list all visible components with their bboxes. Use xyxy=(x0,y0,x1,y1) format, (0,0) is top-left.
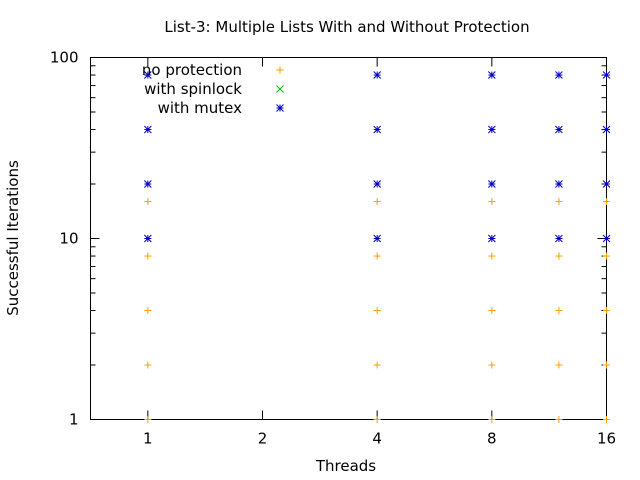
data-point xyxy=(374,181,381,188)
data-point xyxy=(603,253,610,260)
data-point xyxy=(144,235,151,242)
data-point xyxy=(603,181,610,188)
data-point xyxy=(603,235,610,242)
data-point xyxy=(555,235,562,242)
legend-label: with spinlock xyxy=(144,80,242,98)
data-point xyxy=(144,416,151,423)
legend-marker xyxy=(277,86,284,93)
data-points xyxy=(144,72,610,423)
data-point xyxy=(374,362,381,369)
data-point xyxy=(144,198,151,205)
data-point xyxy=(603,72,610,79)
data-point xyxy=(555,307,562,314)
x-tick-label: 16 xyxy=(597,430,616,448)
data-point xyxy=(488,416,495,423)
x-tick-label: 8 xyxy=(487,430,497,448)
data-point xyxy=(555,362,562,369)
data-point xyxy=(555,253,562,260)
data-point xyxy=(374,416,381,423)
data-point xyxy=(488,362,495,369)
y-tick-label: 10 xyxy=(59,230,78,248)
y-axis-label: Successful Iterations xyxy=(4,160,22,316)
data-point xyxy=(374,235,381,242)
y-tick-label: 100 xyxy=(50,49,79,67)
data-point xyxy=(603,416,610,423)
data-point xyxy=(555,72,562,79)
data-point xyxy=(374,307,381,314)
data-point xyxy=(488,235,495,242)
data-point xyxy=(603,198,610,205)
data-point xyxy=(144,307,151,314)
data-point xyxy=(144,253,151,260)
data-point xyxy=(488,198,495,205)
legend-label: with mutex xyxy=(158,99,243,117)
y-tick-label: 1 xyxy=(69,411,79,429)
data-point xyxy=(374,126,381,133)
data-point xyxy=(374,253,381,260)
tick-labels: 1 2 4 8 16 1 10 100 xyxy=(50,49,616,448)
x-tick-label: 4 xyxy=(372,430,382,448)
data-point xyxy=(555,198,562,205)
data-point xyxy=(374,72,381,79)
chart-title: List-3: Multiple Lists With and Without … xyxy=(164,18,529,36)
data-point xyxy=(555,416,562,423)
data-point xyxy=(488,307,495,314)
data-point xyxy=(488,72,495,79)
data-point xyxy=(603,126,610,133)
data-point xyxy=(603,307,610,314)
data-point xyxy=(488,253,495,260)
data-point xyxy=(555,181,562,188)
data-point xyxy=(374,198,381,205)
legend-label: no protection xyxy=(142,61,242,79)
data-point xyxy=(144,126,151,133)
legend-marker xyxy=(277,105,284,112)
data-point xyxy=(144,181,151,188)
data-point xyxy=(555,126,562,133)
data-point xyxy=(488,126,495,133)
data-point xyxy=(144,362,151,369)
data-point xyxy=(488,181,495,188)
x-tick-label: 2 xyxy=(258,430,268,448)
x-tick-label: 1 xyxy=(143,430,153,448)
legend-marker xyxy=(277,67,284,74)
x-axis-label: Threads xyxy=(315,457,376,475)
data-point xyxy=(603,362,610,369)
